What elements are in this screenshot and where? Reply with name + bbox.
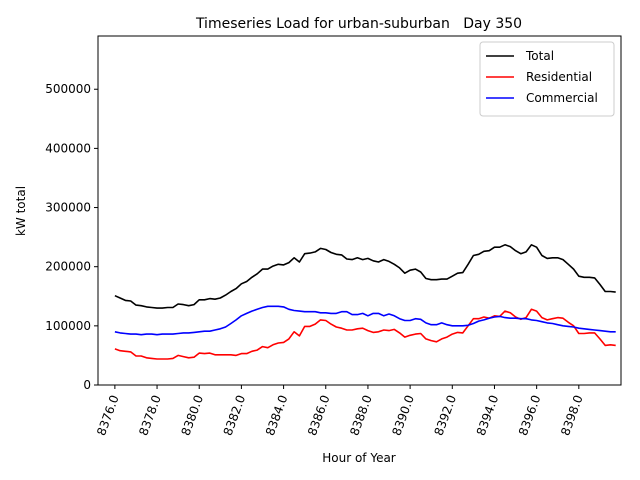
legend: Total Residential Commercial <box>479 41 615 117</box>
legend-label-residential: Residential <box>526 70 592 84</box>
chart-title: Timeseries Load for urban-suburban Day 3… <box>195 16 522 32</box>
y-tick-label: 400000 <box>45 141 91 155</box>
legend-label-commercial: Commercial <box>526 91 598 105</box>
series-line-commercial <box>114 305 616 336</box>
legend-label-total: Total <box>525 49 554 63</box>
y-tick-label: 100000 <box>45 319 91 333</box>
y-axis: 0 100000 200000 300000 400000 500000 <box>45 82 98 392</box>
series-layer <box>114 244 616 360</box>
plot-frame <box>97 35 622 386</box>
y-tick-label: 200000 <box>45 260 91 274</box>
y-tick-label: 300000 <box>45 201 91 215</box>
series-line-total <box>114 244 616 309</box>
y-axis-label: kW total <box>14 186 28 236</box>
y-tick-label: 0 <box>83 378 91 392</box>
y-tick-label: 500000 <box>45 82 91 96</box>
series-line-residential <box>114 308 616 360</box>
x-axis-label: Hour of Year <box>322 451 396 465</box>
